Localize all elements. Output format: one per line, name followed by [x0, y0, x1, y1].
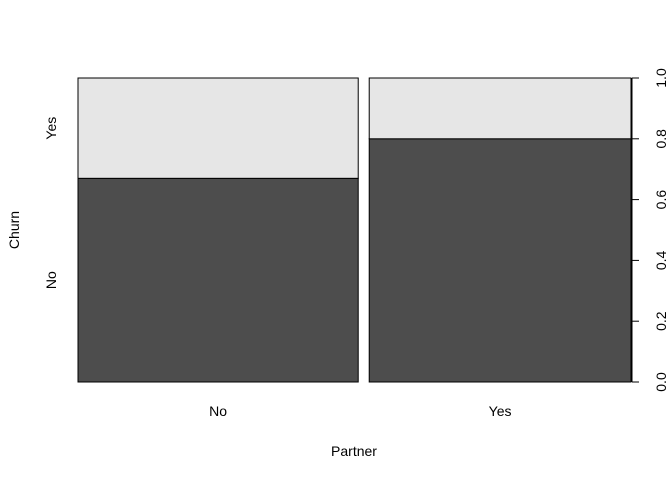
bar-no-churn-no [77, 177, 359, 383]
y-category-label-no: No [43, 271, 59, 289]
x-axis-title: Partner [331, 443, 377, 459]
y-category-label-yes: Yes [43, 117, 59, 140]
y-axis-title: Churn [6, 211, 22, 249]
x-tick-label-yes: Yes [489, 403, 512, 419]
y-category-labels: No Yes [43, 117, 59, 289]
y-tick-label: 0.6 [653, 190, 669, 210]
y-tick-label: 0.2 [653, 311, 669, 331]
bars-group [77, 77, 632, 383]
y-tick-label: 0.4 [653, 250, 669, 270]
right-probability-axis: 0.0 0.2 0.4 0.6 0.8 1.0 [631, 68, 669, 392]
y-tick-label: 1.0 [653, 68, 669, 88]
y-tick-label: 0.8 [653, 129, 669, 149]
bar-yes-churn-no [368, 138, 632, 383]
x-category-labels: No Yes [209, 403, 511, 419]
x-tick-label-no: No [209, 403, 227, 419]
bar-no-churn-yes [77, 77, 359, 179]
y-tick-label: 0.0 [653, 372, 669, 392]
bar-yes-churn-yes [368, 77, 632, 140]
